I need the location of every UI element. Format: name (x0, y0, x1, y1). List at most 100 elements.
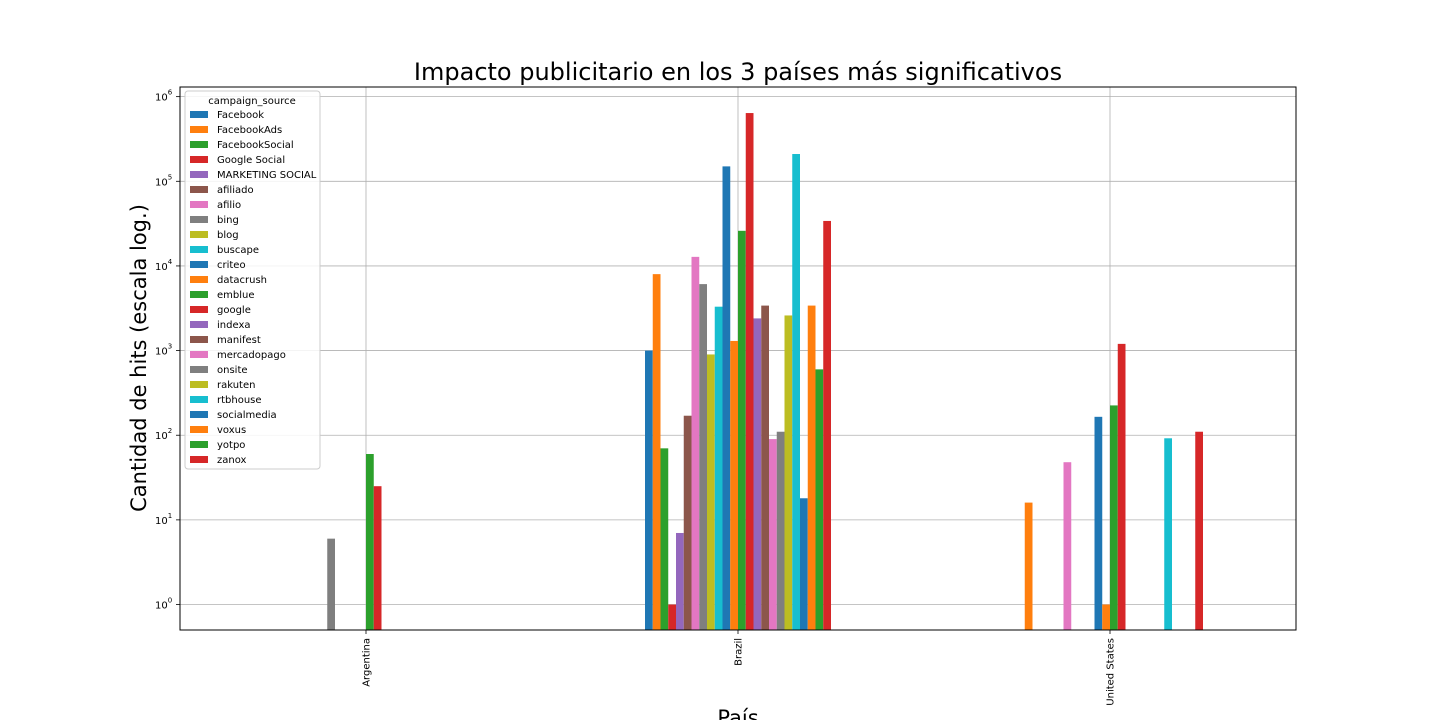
legend-title: campaign_source (208, 96, 296, 107)
bar (1102, 604, 1110, 630)
legend-label: MARKETING SOCIAL (217, 170, 317, 181)
x-tick-label: United States (1106, 638, 1117, 706)
legend-label: blog (217, 230, 239, 241)
y-tick-label: 105 (155, 173, 172, 188)
bar (776, 431, 785, 630)
bar (373, 486, 382, 630)
bar (722, 166, 731, 630)
bar (1117, 343, 1126, 630)
y-tick-label: 101 (155, 512, 172, 527)
legend-label: google (217, 305, 251, 316)
legend-swatch (190, 366, 208, 373)
legend-label: zanox (217, 455, 247, 466)
bar (745, 113, 754, 631)
bar (753, 318, 762, 630)
x-axis-label: País (717, 706, 758, 720)
legend-swatch (190, 126, 208, 133)
bar (327, 538, 335, 630)
x-axis-ticks: Argentina Brazil United States (362, 630, 1117, 706)
bar (1195, 431, 1203, 630)
bar (707, 354, 715, 630)
y-tick-label: 102 (155, 427, 172, 442)
bar (645, 350, 653, 630)
bar (730, 340, 738, 630)
legend-swatch (190, 426, 208, 433)
bar (676, 532, 684, 630)
y-axis-ticks: 100 101 102 103 104 105 106 (155, 89, 180, 612)
legend-swatch (190, 381, 208, 388)
bar (807, 305, 816, 630)
legend-swatch (190, 276, 208, 283)
legend-swatch (190, 231, 208, 238)
legend-swatch (190, 441, 208, 448)
x-tick-label: Brazil (734, 638, 745, 666)
legend-label: voxus (217, 425, 246, 436)
legend-swatch (190, 201, 208, 208)
bar (761, 305, 769, 630)
y-tick-label: 100 (155, 597, 172, 612)
bar (769, 439, 777, 630)
legend-swatch (190, 396, 208, 403)
legend-swatch (190, 216, 208, 223)
bar (691, 256, 700, 630)
legend-swatch (190, 141, 208, 148)
legend-swatch (190, 411, 208, 418)
legend-label: indexa (217, 320, 251, 331)
bars (327, 113, 1203, 631)
legend-label: emblue (217, 290, 255, 301)
bar (1063, 462, 1072, 630)
legend-label: FacebookSocial (217, 140, 294, 151)
legend-label: onsite (217, 365, 248, 376)
legend-label: bing (217, 215, 239, 226)
legend-swatch (190, 456, 208, 463)
bar (815, 369, 824, 630)
bar (366, 454, 374, 630)
legend-label: yotpo (217, 440, 245, 451)
legend-swatch (190, 291, 208, 298)
legend-swatch (190, 351, 208, 358)
bar (1094, 416, 1103, 630)
bar (1164, 438, 1172, 630)
chart-title: Impacto publicitario en los 3 países más… (414, 58, 1062, 86)
legend-label: FacebookAds (217, 125, 282, 136)
legend-label: datacrush (217, 275, 267, 286)
y-tick-label: 104 (155, 258, 173, 273)
legend-label: rakuten (217, 380, 255, 391)
y-tick-label: 106 (155, 89, 173, 104)
bar (823, 220, 831, 630)
legend-label: afilio (217, 200, 241, 211)
legend-swatch (190, 171, 208, 178)
legend-label: Facebook (217, 110, 264, 121)
bar (699, 284, 707, 630)
legend-label: Google Social (217, 155, 285, 166)
legend-items: Facebook FacebookAds FacebookSocial Google … (190, 110, 317, 466)
legend: campaign_source FacebookFacebookAdsFaceb… (184, 90, 321, 470)
legend-label: rtbhouse (217, 395, 262, 406)
legend-swatch (190, 306, 208, 313)
legend-label: manifest (217, 335, 261, 346)
legend-swatch (190, 246, 208, 253)
y-tick-label: 103 (155, 343, 172, 358)
bar (1024, 502, 1033, 630)
legend-label: afiliado (217, 185, 254, 196)
legend-swatch (190, 186, 208, 193)
bar (714, 306, 723, 630)
legend-swatch (190, 336, 208, 343)
legend-swatch (190, 156, 208, 163)
y-axis-label: Cantidad de hits (escala log.) (127, 204, 151, 512)
bar (738, 230, 746, 630)
legend-box (184, 90, 321, 470)
bar (668, 604, 676, 630)
legend-label: buscape (217, 245, 259, 256)
x-tick-label: Argentina (362, 638, 373, 687)
legend-swatch (190, 261, 208, 268)
legend-label: criteo (217, 260, 246, 271)
bar (683, 415, 692, 630)
bar (800, 498, 808, 630)
bar (792, 154, 800, 630)
legend-swatch (190, 111, 208, 118)
bar (652, 274, 661, 630)
bar (1110, 405, 1118, 630)
legend-label: socialmedia (217, 410, 277, 421)
